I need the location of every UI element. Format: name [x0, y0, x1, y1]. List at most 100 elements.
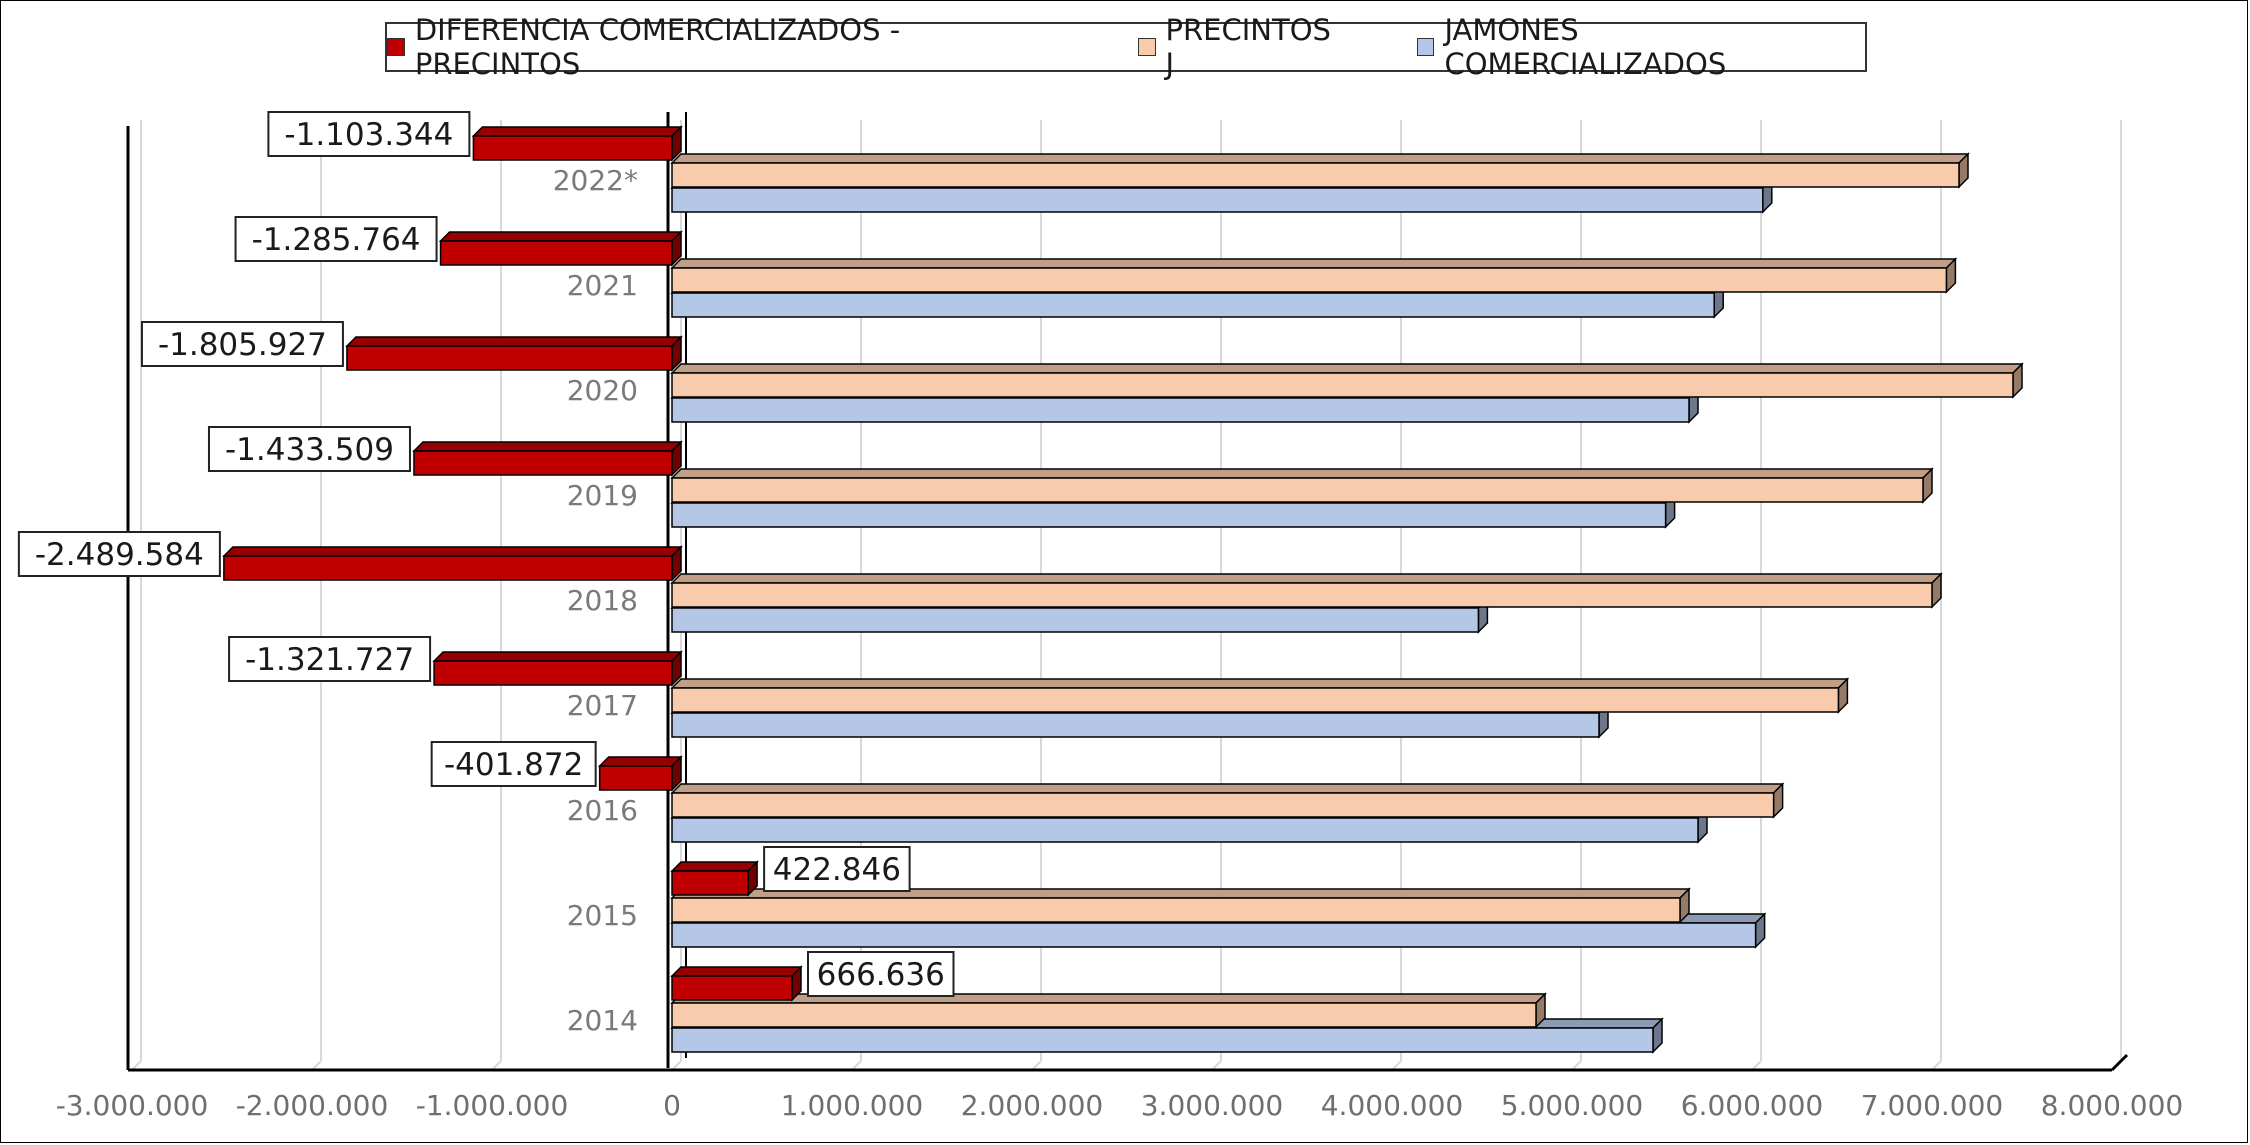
category-label: 2020: [567, 374, 638, 407]
bar-jamones-front: [671, 607, 1480, 633]
category-label: 2017: [567, 689, 638, 722]
bar-precintos-front: [671, 582, 1933, 608]
data-label-diferencia: 422.846: [763, 846, 911, 892]
x-tick-label: -3.000.000: [56, 1089, 209, 1122]
data-label-text: 422.846: [773, 852, 901, 888]
data-label-diferencia: -1.805.927: [140, 321, 344, 367]
bar-precintos-front: [671, 477, 1924, 503]
category-label: 2022*: [553, 164, 638, 197]
category-label: 2014: [567, 1004, 638, 1037]
data-label-box: [207, 426, 411, 472]
bar-jamones-front: [671, 1027, 1654, 1053]
x-tick-label: -1.000.000: [416, 1089, 569, 1122]
bar-diferencia: [670, 965, 803, 1002]
bar-jamones-front: [671, 292, 1715, 318]
bar-diferencia-front: [671, 975, 793, 1001]
x-tick-label: -2.000.000: [236, 1089, 389, 1122]
data-label-text: -1.805.927: [158, 327, 327, 363]
bar-precintos-front: [671, 267, 1948, 293]
bar-precintos-top: [670, 258, 1958, 269]
bar-precintos: [670, 572, 1943, 609]
x-tick-label: 2.000.000: [961, 1089, 1104, 1122]
data-label-box: [228, 636, 432, 682]
bar-diferencia: [345, 335, 683, 372]
bar-diferencia-front: [439, 240, 673, 266]
category-label: 2018: [567, 584, 638, 617]
bar-diferencia-top: [345, 336, 683, 347]
bar-precintos-top: [670, 468, 1934, 479]
data-label-diferencia: 666.636: [806, 951, 955, 997]
data-label-text: 666.636: [817, 957, 945, 993]
bar-diferencia-front: [413, 450, 673, 476]
data-label-text: -401.872: [444, 747, 583, 783]
data-label-diferencia: -1.285.764: [234, 216, 438, 262]
bar-diferencia: [670, 860, 759, 897]
bar-precintos-top: [670, 783, 1785, 794]
bar-diferencia-top: [222, 546, 683, 557]
data-label-diferencia: -2.489.584: [17, 531, 221, 577]
data-label-box: [430, 741, 597, 787]
bar-diferencia-top: [471, 126, 683, 137]
bar-precintos: [670, 467, 1934, 504]
bar-precintos-top: [670, 993, 1547, 1004]
bar-precintos: [670, 677, 1850, 714]
category-label: 2019: [567, 479, 638, 512]
data-label-diferencia: -1.103.344: [267, 111, 471, 157]
bar-precintos: [670, 992, 1547, 1029]
data-label-diferencia: -401.872: [430, 741, 597, 787]
bar-precintos-front: [671, 687, 1840, 713]
legend-swatch-precintos: [1137, 38, 1156, 56]
bar-diferencia-front: [346, 345, 673, 371]
category-label: 2016: [567, 794, 638, 827]
bar-precintos: [670, 782, 1785, 819]
bar-precintos-front: [671, 162, 1960, 188]
x-tick-label: 5.000.000: [1501, 1089, 1644, 1122]
x-tick-label: 0: [663, 1089, 681, 1122]
bar-precintos: [670, 257, 1958, 294]
data-label-box: [17, 531, 221, 577]
data-label-diferencia: -1.433.509: [207, 426, 411, 472]
bar-diferencia-top: [597, 756, 683, 767]
bar-precintos-front: [671, 1002, 1537, 1028]
bar-diferencia: [412, 440, 683, 477]
bar-jamones-front: [671, 502, 1667, 528]
x-tick-label: 1.000.000: [781, 1089, 924, 1122]
bar-diferencia-top: [670, 861, 759, 872]
bar-jamones-front: [671, 922, 1757, 948]
legend-label-jamones: JAMONES COMERCIALIZADOS: [1444, 13, 1727, 81]
bar-precintos: [670, 887, 1691, 924]
data-label-text: -2.489.584: [35, 537, 204, 573]
bar-precintos-front: [671, 372, 2014, 398]
legend-label-diferencia: DIFERENCIA COMERCIALIZADOS - PRECINTOS: [414, 13, 901, 81]
data-label-box: [267, 111, 471, 157]
data-label-text: -1.285.764: [252, 222, 421, 258]
bar-diferencia-front: [598, 765, 673, 791]
x-tick-label: 8.000.000: [2041, 1089, 2184, 1122]
legend-swatch-diferencia: [387, 38, 405, 56]
data-label-diferencia: -1.321.727: [228, 636, 432, 682]
data-label-box: [140, 321, 344, 367]
bar-jamones-front: [671, 187, 1764, 213]
bar-diferencia-front: [671, 870, 749, 896]
category-label: 2015: [567, 899, 638, 932]
bar-diferencia-front: [472, 135, 673, 161]
bar-diferencia: [222, 545, 683, 582]
axes: [126, 112, 2129, 1072]
data-label-text: -1.433.509: [225, 432, 394, 468]
x-tick-label: 3.000.000: [1141, 1089, 1284, 1122]
labels: -3.000.000 -2.000.000 -1.000.000 0 1.000.000…: [17, 111, 2184, 1122]
bar-precintos-top: [670, 363, 2024, 374]
bar-jamones-front: [671, 397, 1690, 423]
legend: DIFERENCIA COMERCIALIZADOS - PRECINTOS P…: [385, 13, 1867, 81]
bar-diferencia-top: [412, 441, 683, 452]
data-label-text: -1.321.727: [245, 642, 414, 678]
bar-diferencia: [432, 650, 683, 687]
data-label-box: [806, 951, 955, 997]
legend-item-diferencia: DIFERENCIA COMERCIALIZADOS - PRECINTOS: [387, 13, 1068, 81]
x-tick-label: 6.000.000: [1681, 1089, 1824, 1122]
bar-precintos-front: [671, 897, 1681, 923]
data-label-box: [234, 216, 438, 262]
x-axis-depth: [2110, 1053, 2129, 1072]
